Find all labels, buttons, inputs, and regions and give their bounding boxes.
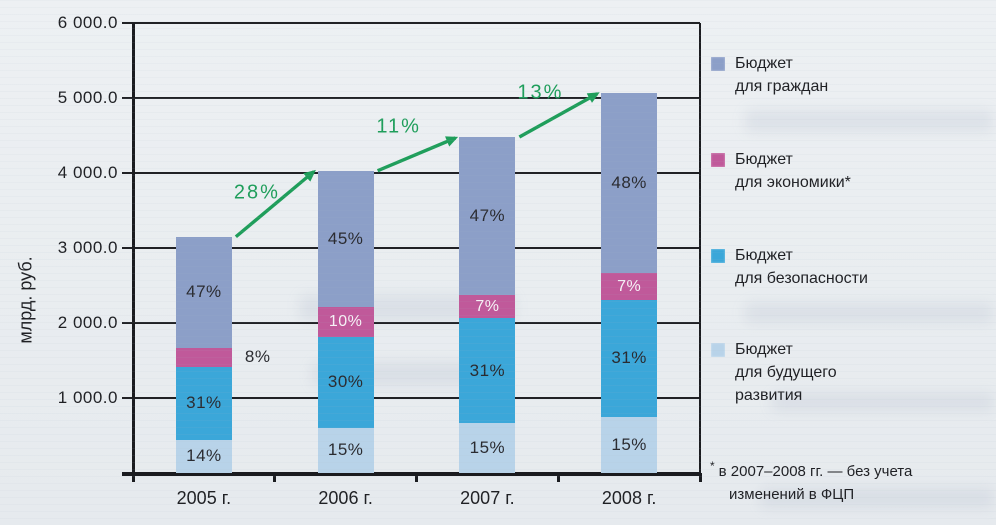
- bar-segment: 15%: [317, 427, 374, 473]
- segment-percent-label: 15%: [327, 440, 364, 460]
- bar-segment: 7%: [459, 294, 516, 319]
- legend-item: Бюджет для будущего развития: [711, 338, 837, 407]
- x-tick: [698, 473, 702, 482]
- segment-percent-label: 31%: [186, 393, 222, 413]
- x-tick: [131, 473, 135, 482]
- segment-percent-label: 31%: [611, 348, 647, 368]
- gridline: [122, 397, 700, 399]
- gridline: [122, 172, 700, 174]
- gridline: [122, 247, 700, 249]
- growth-percent-label: 13%: [517, 81, 564, 104]
- x-tick: [556, 473, 560, 482]
- bar-segment: 7%: [601, 273, 658, 300]
- budget-bar-2006: 45% 10% 30% 15%: [317, 170, 374, 473]
- budget-bar-2007: 47% 7% 31% 15%: [459, 137, 516, 473]
- x-category-label: 2008 г.: [601, 488, 657, 508]
- bar-segment: 14%: [175, 439, 232, 473]
- bar-segment: 48%: [601, 92, 658, 274]
- legend-swatch-icon: [711, 343, 725, 357]
- bar-segment: 15%: [601, 416, 658, 473]
- bar-segment: 45%: [317, 170, 374, 307]
- scan-bleed-artifact: [772, 393, 994, 411]
- gridline: [122, 322, 700, 324]
- x-tick: [273, 473, 277, 482]
- legend-label: Бюджет для экономики*: [735, 151, 851, 191]
- plot-right-border: [699, 23, 701, 473]
- growth-percent-label: 28%: [233, 181, 280, 204]
- growth-percent-label: 11%: [376, 115, 421, 138]
- segment-percent-label: 30%: [327, 372, 364, 392]
- legend-swatch-icon: [711, 153, 725, 167]
- y-axis-line: [131, 23, 135, 473]
- segment-percent-label: 48%: [611, 173, 647, 193]
- footnote-line2: изменений в ФЦП: [729, 486, 855, 503]
- scan-bleed-artifact: [760, 488, 994, 508]
- x-category-label: 2005 г.: [176, 488, 232, 508]
- segment-percent-label: 31%: [469, 360, 506, 380]
- y-tick-label: 4 000.0: [57, 163, 118, 182]
- scan-bleed-artifact: [745, 110, 993, 132]
- segment-percent-label: 10%: [328, 312, 363, 330]
- legend-label: Бюджет для граждан: [735, 55, 829, 95]
- footnote-marker: *: [710, 459, 715, 473]
- bar-segment: 47%: [175, 236, 232, 348]
- y-tick-label: 6 000.0: [57, 13, 118, 32]
- segment-percent-label: 47%: [186, 282, 222, 302]
- segment-percent-label: 45%: [327, 228, 364, 248]
- bar-segment: 10%: [317, 306, 374, 337]
- bar-segment: [175, 347, 232, 367]
- footnote-line1: в 2007–2008 гг. — без учета: [718, 463, 913, 480]
- bar-segment: 47%: [459, 137, 516, 295]
- gridline: [122, 97, 700, 99]
- legend-item: Бюджет для граждан: [711, 52, 828, 98]
- bar-segment: 31%: [459, 318, 516, 423]
- budget-bar-2005: 47% 31% 14%: [175, 236, 232, 473]
- legend-swatch-icon: [711, 57, 725, 71]
- bar-segment: 31%: [601, 299, 658, 417]
- legend-label: Бюджет для будущего развития: [735, 341, 837, 404]
- y-tick-label: 1 000.0: [57, 388, 118, 407]
- segment-percent-label: 14%: [186, 446, 222, 466]
- segment-percent-label: 15%: [469, 437, 506, 457]
- footnote: * в 2007–2008 гг. — без учета изменений в…: [710, 455, 994, 506]
- budget-bar-2008: 48% 7% 31% 15%: [601, 92, 658, 473]
- scan-bleed-artifact: [745, 303, 993, 323]
- segment-percent-label: 47%: [469, 205, 506, 225]
- legend-item: Бюджет для безопасности: [711, 244, 868, 290]
- segment-percent-label: 7%: [475, 297, 500, 315]
- segment-percent-label-outside: 8%: [244, 347, 271, 367]
- legend-label: Бюджет для безопасности: [735, 247, 868, 287]
- legend-swatch-icon: [711, 249, 725, 263]
- legend-item: Бюджет для экономики*: [711, 148, 851, 194]
- segment-percent-label: 15%: [611, 434, 647, 454]
- y-tick-label: 5 000.0: [57, 88, 118, 107]
- bar-segment: 30%: [317, 336, 374, 428]
- y-tick-label: 2 000.0: [57, 313, 118, 332]
- y-tick-label: 3 000.0: [57, 238, 118, 257]
- bar-segment: 31%: [175, 366, 232, 440]
- x-axis-line: [122, 472, 700, 476]
- x-tick: [415, 473, 418, 482]
- x-category-label: 2007 г.: [460, 488, 515, 508]
- x-category-label: 2006 г.: [318, 488, 373, 508]
- segment-percent-label: 7%: [617, 277, 642, 295]
- gridline: [122, 22, 700, 24]
- bar-segment: 15%: [459, 422, 516, 473]
